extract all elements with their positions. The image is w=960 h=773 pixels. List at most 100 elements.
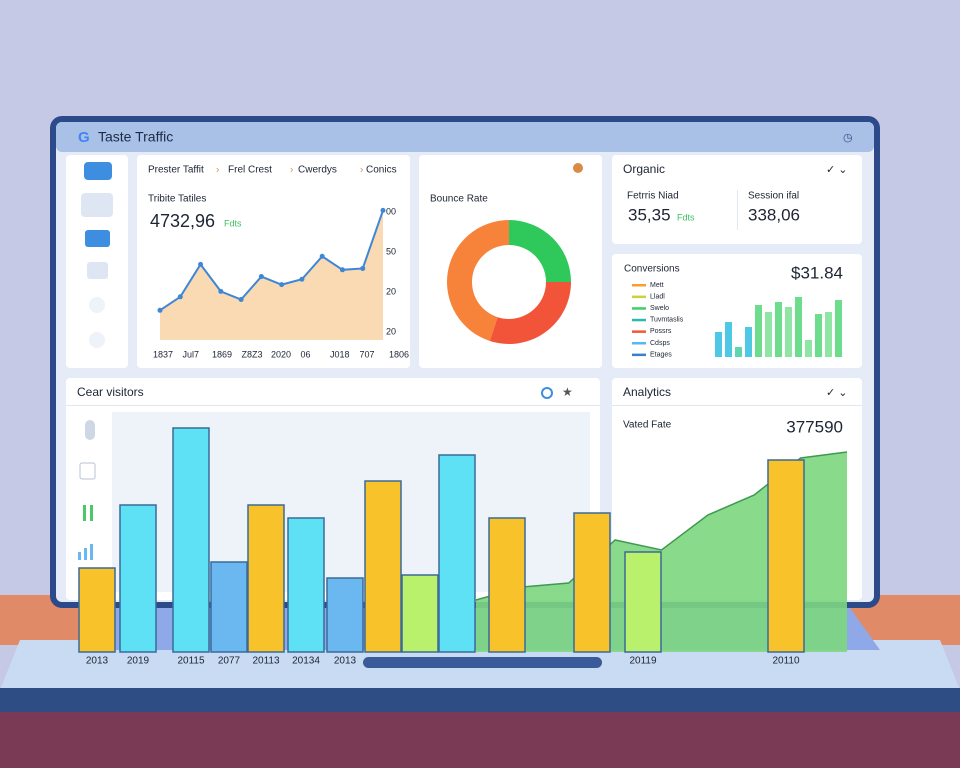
y-tick-label: 00 xyxy=(386,206,396,216)
y-tick-label: 20 xyxy=(386,326,396,336)
point xyxy=(258,274,264,280)
point xyxy=(177,294,183,300)
nav-icon[interactable] xyxy=(85,230,110,247)
point xyxy=(319,253,325,259)
nav-icon[interactable] xyxy=(89,297,105,313)
nav-icon[interactable] xyxy=(87,262,108,279)
bar xyxy=(119,504,157,653)
legend-swatch xyxy=(632,307,646,310)
bar xyxy=(755,305,762,357)
nav-icon[interactable] xyxy=(84,162,112,180)
bar xyxy=(725,322,732,357)
legend-swatch xyxy=(632,284,646,287)
legend-swatch xyxy=(632,342,646,345)
legend-swatch xyxy=(632,318,646,322)
bar xyxy=(326,577,364,653)
card-label: Bounce Rate xyxy=(430,194,488,205)
x-tick-label: J018 xyxy=(330,349,350,359)
bar xyxy=(247,504,285,653)
nav-icon[interactable] xyxy=(81,193,113,217)
icon[interactable] xyxy=(541,387,553,399)
side-icon xyxy=(78,552,81,560)
bar xyxy=(287,517,325,653)
chevron[interactable]: ✓ ⌄ xyxy=(826,387,848,399)
bar xyxy=(438,454,476,653)
legend-swatch xyxy=(632,330,646,333)
tab[interactable]: Conics xyxy=(366,165,397,176)
laptop-front xyxy=(0,688,960,712)
metric-label: Fetrris Niad xyxy=(627,191,679,202)
divider xyxy=(66,405,600,406)
x-tick-label: 06 xyxy=(301,349,311,359)
bar xyxy=(401,574,439,653)
bar xyxy=(172,427,210,653)
bar xyxy=(735,347,742,357)
desk xyxy=(0,705,960,768)
metric-badge: Fdts xyxy=(224,218,242,228)
bar xyxy=(715,332,722,357)
tab[interactable]: Cwerdys xyxy=(298,165,337,176)
chevron[interactable]: ✓ ⌄ xyxy=(826,164,848,176)
x-tick-label: 2013 xyxy=(86,656,109,667)
tab[interactable]: Frel Crest xyxy=(228,165,272,176)
icon[interactable]: ★ xyxy=(562,385,573,399)
metric-value: $31.84 xyxy=(791,263,843,282)
metric-badge: Fdts xyxy=(677,212,695,222)
bar xyxy=(795,297,802,357)
bar xyxy=(805,340,812,357)
bar xyxy=(765,312,772,357)
card-label: Cear visitors xyxy=(77,385,144,399)
x-tick-label: 707 xyxy=(360,349,375,359)
user-icon[interactable] xyxy=(573,163,583,173)
header-bar xyxy=(56,122,874,152)
side-icon xyxy=(90,544,93,560)
metric-value: 377590 xyxy=(786,417,843,436)
x-tick-label: 20119 xyxy=(629,656,657,667)
legend-label: Lladl xyxy=(650,293,665,300)
x-tick-label: Z8Z3 xyxy=(242,349,263,359)
legend-label: Possrs xyxy=(650,328,672,335)
x-tick-label: Jul7 xyxy=(183,349,200,359)
bar xyxy=(210,561,248,653)
point xyxy=(198,261,204,267)
bar xyxy=(624,551,662,653)
point xyxy=(157,307,163,313)
legend-label: Etages xyxy=(650,351,672,358)
x-tick-label: 20134 xyxy=(292,656,320,667)
point xyxy=(339,267,345,273)
scrollbar[interactable] xyxy=(363,657,602,668)
metric-label: Vated Fate xyxy=(623,420,672,431)
point xyxy=(218,288,224,294)
header-icon[interactable]: ◷ xyxy=(843,132,853,144)
x-tick-label: 2013 xyxy=(334,656,357,667)
tab-separator: › xyxy=(216,165,219,176)
divider xyxy=(737,190,738,230)
tab[interactable]: Prester Taffit xyxy=(148,165,204,176)
x-tick-label: 2077 xyxy=(218,656,241,667)
tab-separator: › xyxy=(360,165,363,176)
legend-swatch xyxy=(632,353,646,357)
bar xyxy=(825,312,832,357)
y-tick-label: 20 xyxy=(386,286,396,296)
metric-value: 338,06 xyxy=(748,205,800,224)
x-tick-label: 1837 xyxy=(153,349,173,359)
donut-segment xyxy=(509,220,571,282)
bar xyxy=(835,300,842,357)
y-tick-label: 50 xyxy=(386,246,396,256)
card-label: Organic xyxy=(623,162,665,176)
x-tick-label: 2020 xyxy=(271,349,291,359)
side-icon xyxy=(84,548,87,560)
nav-icon[interactable] xyxy=(89,332,105,348)
page-title: Taste Traffic xyxy=(98,129,173,145)
metric-label: Session ifal xyxy=(748,191,799,202)
bar xyxy=(775,302,782,357)
bar xyxy=(785,307,792,357)
x-tick-label: 1806 xyxy=(389,349,409,359)
point xyxy=(360,265,366,271)
bar xyxy=(488,517,526,653)
bar xyxy=(767,459,805,653)
x-tick-label: 20110 xyxy=(772,656,800,667)
donut-segment xyxy=(489,282,571,344)
